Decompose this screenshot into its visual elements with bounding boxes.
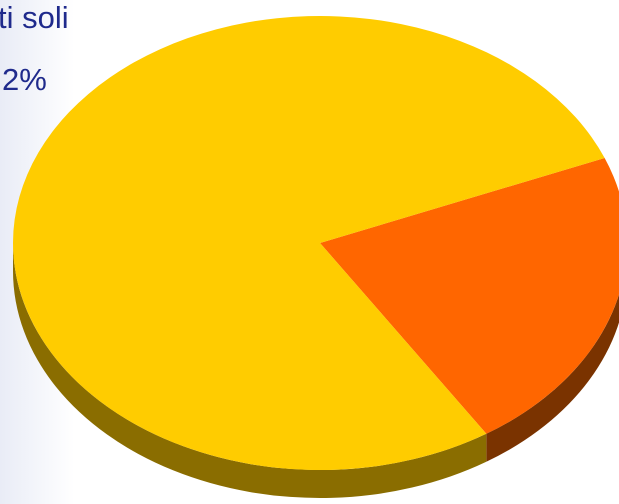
pie-slice-yellow [12, 15, 605, 471]
pie-slice-orange-side [486, 294, 619, 462]
chart-label-line2: 2% [2, 62, 47, 97]
pie-slices [12, 15, 619, 471]
pie-slice-yellow-side [13, 243, 487, 498]
pie-side-walls [13, 243, 619, 498]
pie-slice-orange [320, 157, 619, 434]
chart-label-line1: ti soli [0, 0, 69, 35]
